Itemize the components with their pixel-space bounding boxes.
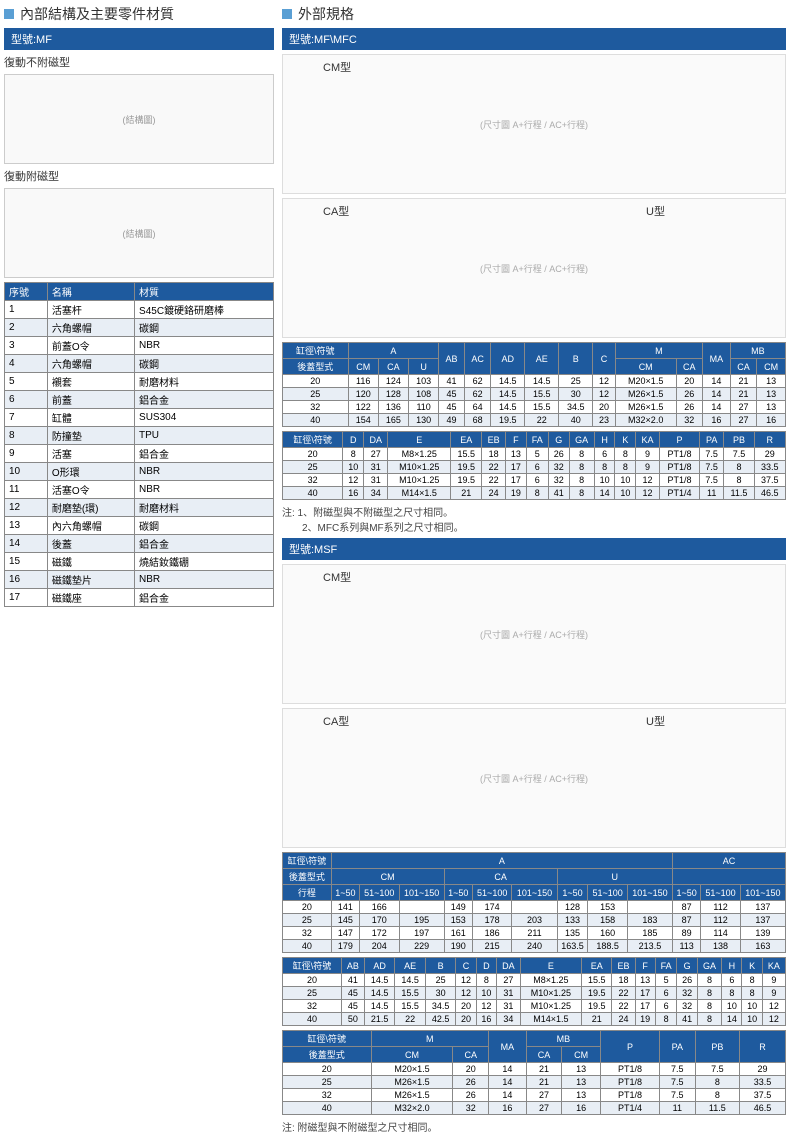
table-row: 13內六角螺帽碳鋼 xyxy=(5,517,274,535)
table-row: 40179204229190215240163.5188.5213.511313… xyxy=(283,940,786,953)
msf-table2: 缸徑\符號ABADAEBCDDAEEAEBFFAGGAHKKA204114.51… xyxy=(282,957,786,1026)
table-row: 15磁鐵燒結釹鐵硼 xyxy=(5,553,274,571)
table-row: 7缸體SUS304 xyxy=(5,409,274,427)
table-row: 17磁鐵座鋁合金 xyxy=(5,589,274,607)
diag1-label: 復動不附磁型 xyxy=(4,54,274,70)
msf-table1: 缸徑\符號AAC後蓋型式CMCAU行程1~5051~100101~1501~50… xyxy=(282,852,786,953)
parts-th-name: 名稱 xyxy=(47,283,134,301)
table-row: 20M20×1.520142113PT1/87.57.529 xyxy=(283,1063,786,1076)
table-row: 12耐磨墊(環)耐磨材料 xyxy=(5,499,274,517)
left-title-text: 內部結構及主要零件材質 xyxy=(20,4,174,24)
table-row: 32M26×1.526142713PT1/87.5837.5 xyxy=(283,1089,786,1102)
right-section-title: 外部規格 xyxy=(282,4,786,24)
structure-diagram-1: (結構圖) xyxy=(4,74,274,164)
mfmfc-table1: 缸徑\符號AABACADAEBCMMAMB後蓋型式CMCAUCMCACACM20… xyxy=(282,342,786,427)
table-row: 25M26×1.526142113PT1/87.5833.5 xyxy=(283,1076,786,1089)
table-row: 6前蓋鋁合金 xyxy=(5,391,274,409)
model-header-msf: 型號:MSF xyxy=(282,538,786,560)
table-row: 16磁鐵墊片NBR xyxy=(5,571,274,589)
mfmfc-diagram-ca-u: CA型 U型 (尺寸圖 A+行程 / AC+行程) xyxy=(282,198,786,338)
table-row: 204114.514.52512827M8×1.2515.51813526868… xyxy=(283,974,786,987)
table-row: 20116124103416214.514.52512M20×1.5201421… xyxy=(283,375,786,388)
table-row: 9活塞鋁合金 xyxy=(5,445,274,463)
mfmfc-note: 注: 1、附磁型與不附磁型之尺寸相同。 2、MFC系列與MF系列之尺寸相同。 xyxy=(282,504,786,534)
table-row: 5襯套耐磨材料 xyxy=(5,373,274,391)
table-row: 401634M14×1.52124198418141012PT1/41111.5… xyxy=(283,487,786,500)
table-row: 11活塞O令NBR xyxy=(5,481,274,499)
table-row: 254514.515.530121031M10×1.2519.522176328… xyxy=(283,987,786,1000)
bullet-icon xyxy=(282,9,292,19)
mfmfc-diagram-cm: CM型 (尺寸圖 A+行程 / AC+行程) xyxy=(282,54,786,194)
bullet-icon xyxy=(4,9,14,19)
table-row: 20827M8×1.2515.518135268689PT1/87.57.529 xyxy=(283,448,786,461)
table-row: 321231M10×1.2519.522176328101012PT1/87.5… xyxy=(283,474,786,487)
left-column: 內部結構及主要零件材質 型號:MF 復動不附磁型 (結構圖) 復動附磁型 (結構… xyxy=(4,4,274,1138)
table-row: 2514517019515317820313315818387112137 xyxy=(283,914,786,927)
msf-note: 注: 附磁型與不附磁型之尺寸相同。 xyxy=(282,1119,786,1134)
parts-th-no: 序號 xyxy=(5,283,48,301)
table-row: 3前蓋O令NBR xyxy=(5,337,274,355)
parts-table: 序號 名稱 材質 1活塞杆S45C鍍硬鉻研磨棒2六角螺帽碳鋼3前蓋O令NBR4六… xyxy=(4,282,274,607)
table-row: 3214717219716118621113516018589114139 xyxy=(283,927,786,940)
right-title-text: 外部規格 xyxy=(298,4,354,24)
table-row: 1活塞杆S45C鍍硬鉻研磨棒 xyxy=(5,301,274,319)
table-row: 32122136110456414.515.534.520M26×1.52614… xyxy=(283,401,786,414)
structure-diagram-2: (結構圖) xyxy=(4,188,274,278)
table-row: 4六角螺帽碳鋼 xyxy=(5,355,274,373)
model-header-mf: 型號:MF xyxy=(4,28,274,50)
table-row: 8防撞墊TPU xyxy=(5,427,274,445)
mfmfc-table2: 缸徑\符號DDAEEAEBFFAGGAHKKAPPAPBR20827M8×1.2… xyxy=(282,431,786,500)
table-row: 40154165130496819.5224023M32×2.032162716 xyxy=(283,414,786,427)
table-row: 14後蓋鋁合金 xyxy=(5,535,274,553)
msf-diagram-cm: CM型 (尺寸圖 A+行程 / AC+行程) xyxy=(282,564,786,704)
table-row: 251031M10×1.2519.522176328889PT1/87.5833… xyxy=(283,461,786,474)
msf-diagram-ca-u: CA型 U型 (尺寸圖 A+行程 / AC+行程) xyxy=(282,708,786,848)
parts-th-material: 材質 xyxy=(135,283,274,301)
table-row: 25120128108456214.515.53012M26×1.5261421… xyxy=(283,388,786,401)
table-row: 2014116614917412815387112137 xyxy=(283,901,786,914)
table-row: 40M32×2.032162716PT1/41111.546.5 xyxy=(283,1102,786,1115)
msf-table3: 缸徑\符號MMAMBPPAPBR後蓋型式CMCACACM20M20×1.5201… xyxy=(282,1030,786,1115)
table-row: 405021.52242.5201634M14×1.52124198418141… xyxy=(283,1013,786,1026)
model-header-mfmfc: 型號:MF\MFC xyxy=(282,28,786,50)
table-row: 10O形環NBR xyxy=(5,463,274,481)
table-row: 324514.515.534.5201231M10×1.2519.5221763… xyxy=(283,1000,786,1013)
table-row: 2六角螺帽碳鋼 xyxy=(5,319,274,337)
left-section-title: 內部結構及主要零件材質 xyxy=(4,4,274,24)
right-column: 外部規格 型號:MF\MFC CM型 (尺寸圖 A+行程 / AC+行程) CA… xyxy=(282,4,786,1138)
diag2-label: 復動附磁型 xyxy=(4,168,274,184)
